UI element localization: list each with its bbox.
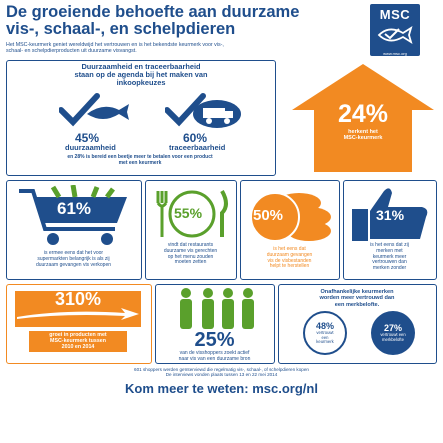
stat-31-line-5: merken zonder bbox=[372, 265, 407, 272]
footer-note-line-1: 601 shoppers werden geïnterviewd die reg… bbox=[134, 367, 309, 372]
agenda-panel: Duurzaamheid en traceerbaarheid staan op… bbox=[6, 60, 276, 176]
shopping-cart-icon bbox=[19, 185, 127, 245]
independent-panel: Onafhankelijke keurmerken worden meer ve… bbox=[278, 284, 437, 364]
stat-31-line-2: merken met bbox=[376, 247, 403, 254]
stat-55-caption: vindt dat restaurants duurzame vis gerec… bbox=[146, 242, 235, 266]
people-group-icon bbox=[180, 288, 254, 329]
agenda-left-label: duurzaamheid bbox=[65, 143, 116, 152]
independent-left-line-3: keurmerk bbox=[316, 339, 334, 345]
title-line-2: vis-, schaal-, en schelpdieren bbox=[6, 20, 236, 38]
stat-50-line-4: helpt te herstellen bbox=[269, 263, 310, 270]
fish-check-icon bbox=[377, 25, 413, 45]
page-subtitle: Het MSC-keurmerk geniet wereldwijd het v… bbox=[6, 42, 366, 54]
subtitle-line-1: Het MSC-keurmerk geniet wereldwijd het v… bbox=[6, 42, 224, 48]
agenda-right-label: traceerbaarheid bbox=[169, 143, 226, 152]
stat-310-line-3: 2010 en 2014 bbox=[61, 344, 95, 351]
independent-right-line-1: vertrouwt een bbox=[380, 332, 406, 338]
independent-right-pct: 27% bbox=[383, 323, 402, 334]
stat-55-line-2: duurzame vis gerechten bbox=[163, 247, 218, 254]
stat-31-line-1: is het eens dat zij bbox=[370, 242, 409, 248]
stat-55-line-1: vindt dat restaurants bbox=[167, 242, 214, 248]
stat-61-line-3: duurzaam gevangen vis verkopen bbox=[35, 261, 112, 268]
independent-left-line-1: vertrouwt bbox=[316, 329, 334, 335]
agenda-heading: Duurzaamheid en traceerbaarheid staan op… bbox=[7, 63, 275, 87]
agenda-note: en 28% is bereid een beetje meer te beta… bbox=[7, 154, 273, 167]
footer-cta-link[interactable]: Kom meer te weten: msc.org/nl bbox=[125, 381, 318, 396]
fishstock-panel: 50% is het eens dat duurzaam gevangen vi… bbox=[240, 180, 340, 280]
trust-label-circle: 48% vertrouwt een keurmerk bbox=[303, 311, 347, 355]
agenda-heading-line-1: Duurzaamheid en traceerbaarheid bbox=[81, 62, 201, 71]
stat-50-line-3: vis de visbestanden bbox=[267, 257, 312, 264]
growth-arrow-icon bbox=[17, 308, 139, 320]
agenda-note-line-1: en 28% is bereid een beetje meer te beta… bbox=[67, 154, 213, 160]
fish-check-icon-left bbox=[59, 93, 129, 127]
agenda-right-pct: 60% bbox=[183, 131, 208, 145]
stat-50-caption: is het eens dat duurzaam gevangen vis de… bbox=[241, 246, 338, 270]
trust-brands-panel: 31% is het eens dat zij merken met keurm… bbox=[343, 180, 437, 280]
truck-check-icon bbox=[165, 93, 241, 128]
stat-25-pct: 25% bbox=[194, 329, 235, 351]
stat-25-line-2: naar vis van een duurzame bron bbox=[178, 355, 251, 362]
shoppers-panel: 25% van de visshoppers zoekt actief naar… bbox=[155, 284, 275, 364]
stat-25-caption: van de visshoppers zoekt actief naar vis… bbox=[156, 350, 273, 363]
stat-55-line-4: moeten zetten bbox=[174, 259, 207, 266]
independent-heading: Onafhankelijke keurmerken worden meer ve… bbox=[279, 289, 435, 308]
recognize-line-2: MSC-keurmerk bbox=[343, 134, 383, 141]
stat-50-pct: 50% bbox=[253, 207, 284, 224]
footer-note-line-2: De interviews vonden plaats tussen 13 en… bbox=[165, 372, 278, 378]
supermarket-panel: 61% is ermee eens dat het voor supermark… bbox=[6, 180, 142, 280]
independent-heading-line-1: Onafhankelijke keurmerken bbox=[320, 289, 394, 295]
logo-url: www.msc.org bbox=[383, 51, 407, 56]
stat-31-line-4: vertrouwen dan bbox=[372, 259, 407, 266]
stat-61-line-1: is ermee eens dat het voor bbox=[43, 250, 104, 256]
footer-note: 601 shoppers werden geïnterviewd die reg… bbox=[6, 367, 437, 377]
recognize-pct: 24% bbox=[337, 100, 389, 128]
independent-right-caption: vertrouwt een merkbelofte bbox=[380, 332, 406, 343]
stat-50-line-1: is het eens dat bbox=[273, 246, 306, 252]
stat-61-pct: 61% bbox=[57, 199, 92, 218]
logo-name: MSC bbox=[379, 7, 411, 22]
growth-banner bbox=[15, 291, 141, 327]
restaurant-panel: 55% vindt dat restaurants duurzame vis g… bbox=[145, 180, 237, 280]
independent-left-pct: 48% bbox=[315, 320, 334, 331]
stat-61-caption: is ermee eens dat het voor supermarkten … bbox=[7, 250, 140, 268]
stat-310-line-1: groei in producten met bbox=[49, 332, 107, 338]
agenda-left-pct: 45% bbox=[75, 131, 100, 145]
independent-right-line-2: merkbelofte bbox=[382, 337, 404, 342]
thumbs-up-icon bbox=[352, 188, 428, 241]
agenda-heading-line-3: inkoopkeuzes bbox=[116, 78, 166, 87]
agenda-heading-line-2: staan op de agenda bij het maken van bbox=[74, 70, 208, 79]
stat-31-line-3: keurmerk meer bbox=[372, 253, 407, 260]
growth-panel: 310% groei in producten met MSC-keurmerk… bbox=[6, 284, 152, 364]
trust-brand-circle: 27% vertrouwt een merkbelofte bbox=[371, 311, 415, 355]
agenda-note-line-2: met een keurmerk bbox=[118, 159, 162, 166]
stat-55-pct: 55% bbox=[174, 205, 203, 221]
coins-icon bbox=[250, 192, 331, 242]
stat-50-line-2: duurzaam gevangen bbox=[266, 251, 313, 258]
page-title: De groeiende behoefte aan duurzame vis-,… bbox=[6, 4, 366, 38]
recognize-caption: herkent het MSC-keurmerk bbox=[317, 129, 409, 142]
fork-plate-knife-icon bbox=[156, 190, 228, 238]
stat-61-line-2: supermarkten belangrijk is als zij bbox=[37, 255, 110, 262]
stat-31-caption: is het eens dat zij merken met keurmerk … bbox=[344, 242, 435, 272]
stat-310-caption: groei in producten met MSC-keurmerk tuss… bbox=[29, 331, 127, 352]
recognize-line-1: herkent het bbox=[348, 129, 378, 135]
stat-310-pct: 310% bbox=[54, 289, 102, 309]
house-arrow-shape bbox=[292, 64, 434, 172]
stat-31-pct: 31% bbox=[376, 207, 405, 223]
independent-left-caption: vertrouwt een keurmerk bbox=[316, 329, 334, 345]
title-line-1: De groeiende behoefte aan duurzame bbox=[6, 3, 300, 21]
subtitle-line-2: schaal- en schelpdierproducten uit duurz… bbox=[6, 48, 137, 55]
stat-310-line-2: MSC-keurmerk tussen bbox=[50, 338, 106, 345]
msc-logo: MSC www.msc.org bbox=[370, 4, 420, 56]
independent-heading-line-2: worden meer vertrouwd dan bbox=[319, 295, 395, 302]
stat-25-line-1: van de visshoppers zoekt actief bbox=[179, 350, 250, 356]
stat-55-line-3: op het menu zouden bbox=[167, 253, 214, 260]
independent-left-line-2: een bbox=[321, 334, 329, 340]
independent-heading-line-3: een merkbelofte. bbox=[334, 301, 380, 308]
